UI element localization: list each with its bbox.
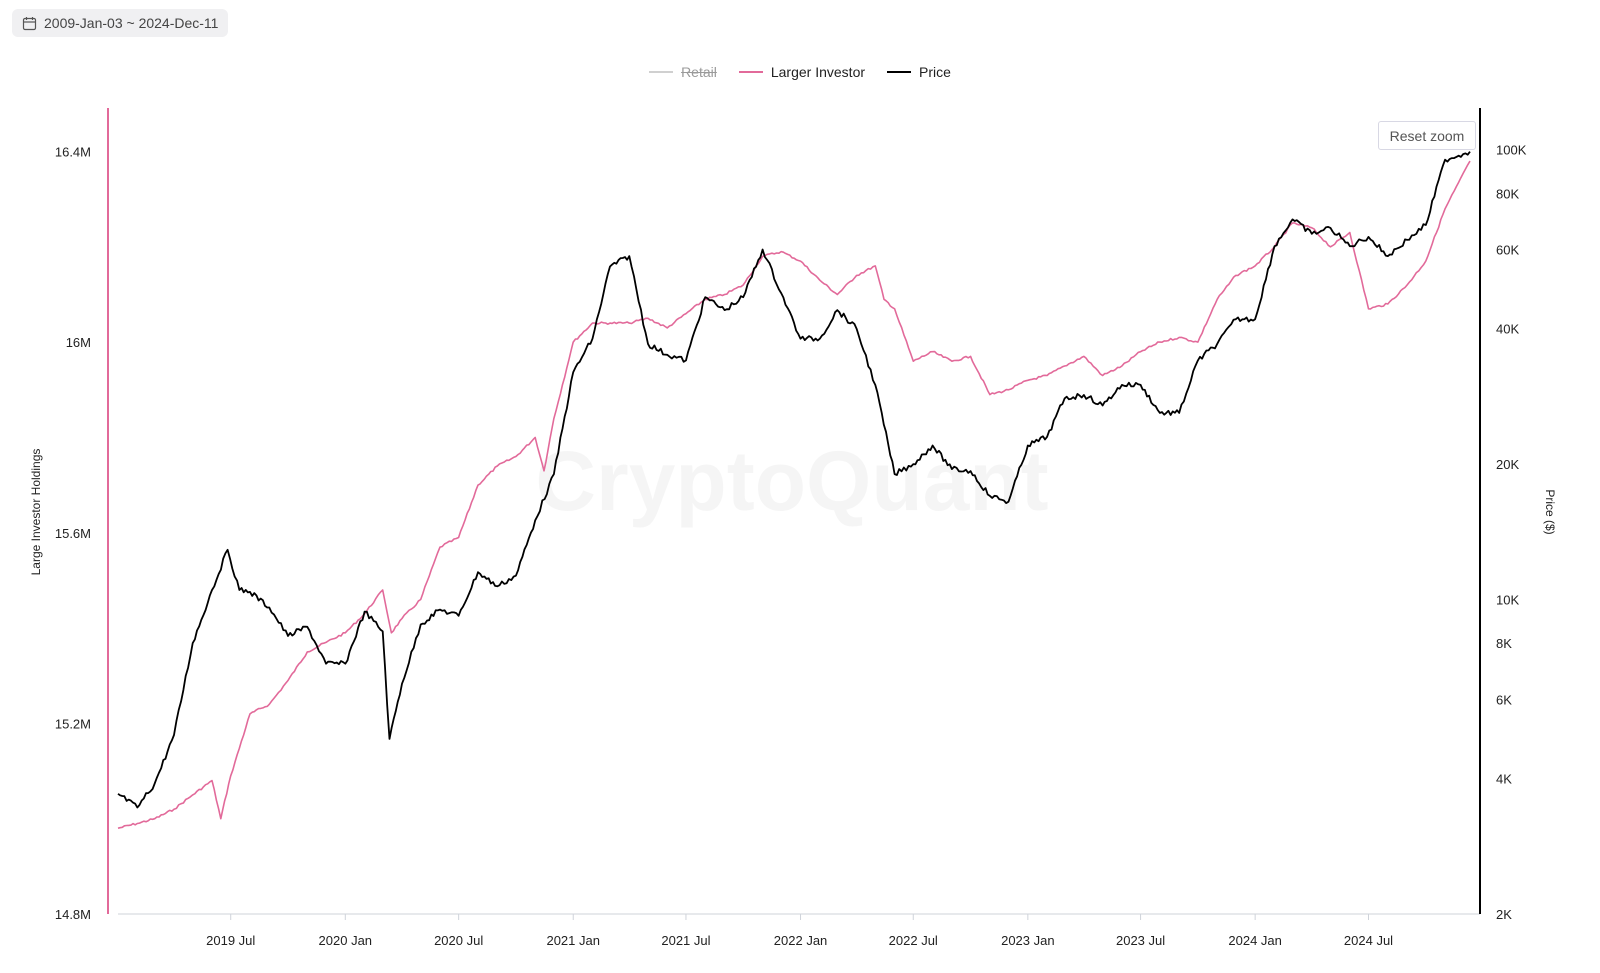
x-tick-label: 2020 Jul (434, 933, 483, 948)
y-left-tick-label: 15.2M (55, 716, 91, 731)
series-layer (117, 151, 1471, 829)
y-right-tick-label: 10K (1496, 593, 1519, 608)
x-tick-label: 2021 Jan (546, 933, 600, 948)
legend-swatch-price (887, 71, 912, 73)
x-tick-label: 2023 Jan (1001, 933, 1055, 948)
legend-item-retail[interactable]: Retail (649, 64, 717, 80)
y-left-axis: 14.8M 15.2M 15.6M 16M 16.4M (55, 108, 109, 922)
watermark: CryptoQuant (535, 434, 1048, 528)
y-right-tick-label: 60K (1496, 242, 1519, 257)
chart-legend: Retail Larger Investor Price (0, 64, 1600, 80)
y-left-tick-label: 15.6M (55, 526, 91, 541)
date-range-picker[interactable]: 2009-Jan-03 ~ 2024-Dec-11 (12, 9, 229, 37)
y-right-axis: 2K 4K 6K 8K 10K 20K 40K 60K 80K 100K (1479, 108, 1527, 922)
y-right-tick-label: 20K (1496, 457, 1519, 472)
y-right-tick-label: 2K (1496, 907, 1512, 922)
y-right-tick-label: 4K (1496, 772, 1512, 787)
y-right-tick-label: 8K (1496, 636, 1512, 651)
y-right-tick-label: 6K (1496, 692, 1512, 707)
x-tick-label: 2023 Jul (1116, 933, 1165, 948)
y-left-tick-label: 16.4M (55, 145, 91, 160)
legend-item-price[interactable]: Price (887, 64, 951, 80)
x-tick-label: 2024 Jan (1228, 933, 1282, 948)
y-right-tick-label: 100K (1496, 143, 1527, 158)
price-line (117, 151, 1471, 809)
y-right-tick-label: 40K (1496, 322, 1519, 337)
legend-label-price: Price (919, 64, 951, 80)
legend-label-retail: Retail (681, 64, 717, 80)
x-tick-label: 2020 Jan (319, 933, 373, 948)
y-left-tick-label: 14.8M (55, 907, 91, 922)
legend-label-larger-investor: Larger Investor (770, 64, 866, 80)
y-right-tick-label: 80K (1496, 186, 1519, 201)
reset-zoom-button[interactable]: Reset zoom (1378, 121, 1476, 150)
legend-swatch-larger-investor (738, 71, 763, 73)
y-left-tick-label: 16M (66, 335, 91, 350)
x-tick-label: 2019 Jul (206, 933, 255, 948)
legend-swatch-retail (649, 71, 674, 73)
y-right-axis-title: Price ($) (1543, 489, 1557, 534)
calendar-icon (22, 16, 37, 31)
larger-investor-line (117, 160, 1471, 829)
x-tick-label: 2024 Jul (1344, 933, 1393, 948)
x-tick-label: 2021 Jul (661, 933, 710, 948)
y-left-axis-title: Large Investor Holdings (29, 449, 43, 576)
x-axis: 2019 Jul 2020 Jan 2020 Jul 2021 Jan 2021 Jul… (118, 913, 1480, 948)
legend-item-larger-investor[interactable]: Larger Investor (738, 64, 866, 80)
x-tick-label: 2022 Jan (774, 933, 828, 948)
date-range-label: 2009-Jan-03 ~ 2024-Dec-11 (44, 15, 219, 31)
x-tick-label: 2022 Jul (889, 933, 938, 948)
